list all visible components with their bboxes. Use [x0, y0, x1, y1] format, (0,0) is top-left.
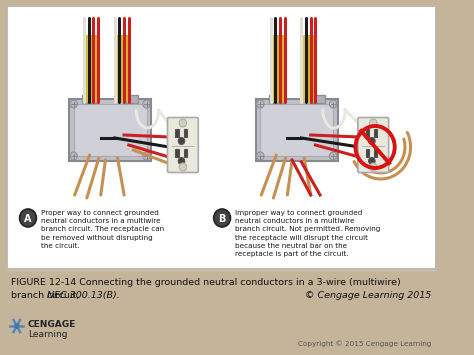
Bar	[184, 129, 187, 137]
Text: B: B	[219, 213, 226, 224]
Bar	[175, 149, 179, 157]
Bar	[303, 35, 307, 102]
Text: branch circuit,: branch circuit,	[11, 291, 82, 300]
Circle shape	[329, 100, 337, 108]
Circle shape	[256, 100, 264, 108]
Bar	[269, 95, 283, 103]
Bar	[366, 129, 369, 137]
Text: Proper way to connect grounded
neutral conductors in a multiwire
branch circuit.: Proper way to connect grounded neutral c…	[41, 210, 164, 249]
Circle shape	[14, 323, 19, 329]
Bar	[374, 129, 377, 137]
Bar	[69, 99, 151, 161]
Bar	[175, 129, 179, 137]
Text: © Cengage Learning 2015: © Cengage Learning 2015	[305, 291, 431, 300]
Circle shape	[179, 119, 187, 127]
Circle shape	[256, 152, 264, 160]
Text: CENGAGE: CENGAGE	[28, 320, 76, 329]
Bar	[374, 149, 377, 157]
Circle shape	[178, 158, 185, 164]
FancyBboxPatch shape	[167, 118, 198, 173]
Bar	[366, 149, 369, 157]
Bar	[8, 6, 435, 268]
Bar	[85, 35, 98, 102]
Bar	[301, 35, 314, 102]
Bar	[272, 35, 284, 102]
Bar	[82, 95, 97, 103]
Bar	[273, 35, 277, 102]
Circle shape	[143, 100, 150, 108]
Circle shape	[329, 152, 337, 160]
Text: Copyright © 2015 Cengage Learning: Copyright © 2015 Cengage Learning	[298, 340, 431, 347]
Circle shape	[19, 209, 36, 227]
FancyBboxPatch shape	[358, 118, 389, 173]
Text: A: A	[24, 213, 32, 224]
Circle shape	[70, 152, 77, 160]
Circle shape	[370, 163, 377, 171]
Bar	[115, 35, 128, 102]
Text: NEC 300.13(B).: NEC 300.13(B).	[46, 291, 119, 300]
Circle shape	[369, 158, 375, 164]
Circle shape	[143, 152, 150, 160]
Bar	[74, 104, 146, 156]
Bar	[117, 35, 120, 102]
Bar	[184, 149, 187, 157]
Bar	[87, 35, 91, 102]
Text: FIGURE 12-14 Connecting the grounded neutral conductors in a 3-wire (multiwire): FIGURE 12-14 Connecting the grounded neu…	[11, 278, 401, 287]
Text: Improper way to connect grounded
neutral conductors in a multiwire
branch circui: Improper way to connect grounded neutral…	[235, 210, 381, 257]
Circle shape	[178, 137, 185, 144]
Circle shape	[369, 137, 375, 144]
Circle shape	[370, 119, 377, 127]
Circle shape	[214, 209, 230, 227]
Bar	[123, 95, 138, 103]
Circle shape	[70, 100, 77, 108]
Circle shape	[179, 163, 187, 171]
Bar	[255, 99, 338, 161]
Bar	[310, 95, 325, 103]
Bar	[260, 104, 333, 156]
Text: Learning: Learning	[28, 330, 67, 339]
